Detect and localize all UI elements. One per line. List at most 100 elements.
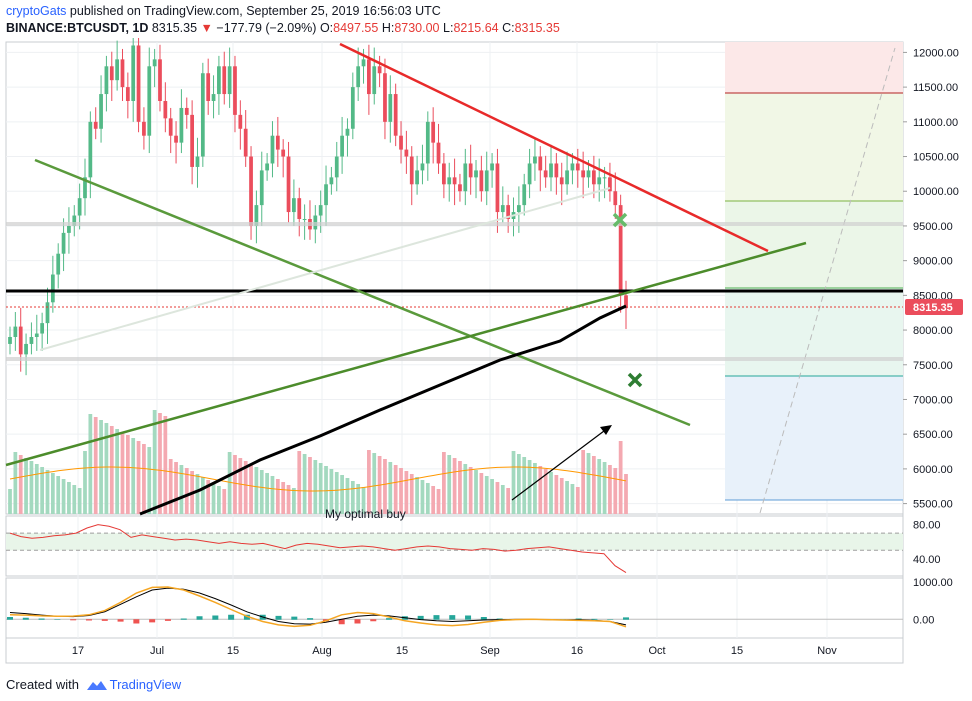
volume-bar	[350, 481, 355, 514]
close-value: 8315.35	[514, 21, 560, 35]
green-channel-line-lower	[5, 241, 807, 467]
price-chart[interactable]: 12000.00 11500.00 11000.00 10500.00 10000.00…	[0, 38, 972, 670]
macd-histogram-bar	[433, 615, 440, 620]
candle-body	[318, 205, 323, 216]
candle-body	[565, 170, 569, 185]
volume-bar	[104, 423, 109, 514]
volume-bar	[575, 487, 580, 514]
price-tick-label: 8000.00	[913, 325, 953, 337]
volume-bar	[452, 458, 457, 514]
candle-body	[29, 337, 34, 344]
candle-body	[527, 163, 532, 185]
author-name[interactable]: cryptoGats	[6, 4, 67, 18]
current-price-tag	[905, 299, 963, 315]
symbol-label: BINANCE:BTCUSDT, 1D	[6, 21, 149, 35]
green-channel-line-upper	[34, 158, 691, 427]
candle-body	[554, 163, 559, 178]
candle-body	[302, 219, 307, 220]
candle-body	[409, 156, 414, 185]
volume-bar	[163, 416, 168, 514]
macd-histogram-bar	[307, 618, 314, 620]
macd-histogram-bar	[417, 615, 424, 620]
volume-bar	[227, 452, 232, 514]
volume-bar	[168, 459, 173, 514]
rsi-line	[9, 524, 627, 574]
candle-body	[361, 59, 366, 67]
macd-histogram-bar	[54, 619, 61, 620]
volume-bar	[597, 459, 602, 514]
volume-bar	[292, 488, 296, 514]
signal-line	[9, 586, 627, 628]
candle-body	[206, 73, 211, 101]
volume-bar	[543, 469, 548, 514]
candle-body	[77, 198, 82, 216]
ohlc-line: BINANCE:BTCUSDT, 1D 8315.35 ▼ −177.79 (−…	[6, 21, 560, 35]
volume-bar	[383, 459, 387, 514]
descending-trend-line	[339, 42, 769, 253]
macd-pane	[6, 586, 903, 628]
volume-bar	[18, 455, 23, 514]
candle-body	[243, 128, 248, 157]
fib-zone	[725, 288, 903, 376]
volume-bar	[184, 468, 189, 514]
volume-bar	[147, 447, 152, 514]
candle-body	[597, 177, 602, 185]
candle-body	[516, 205, 521, 213]
faint-trend-line	[39, 187, 611, 351]
candle-body	[61, 232, 66, 254]
time-tick-label: Sep	[480, 645, 500, 657]
fibonacci-retracement[interactable]	[725, 42, 903, 514]
volume-bar	[88, 414, 93, 514]
target-marker-dark	[627, 372, 643, 388]
volume-bar	[109, 426, 114, 514]
candle-body	[45, 302, 50, 324]
tradingview-logo-icon	[86, 681, 107, 690]
candle-body	[190, 114, 194, 167]
volume-bar	[93, 417, 98, 514]
time-tick-label: Aug	[312, 645, 332, 657]
candle-body	[18, 326, 23, 355]
candle-body	[120, 59, 125, 88]
volume-bar	[115, 429, 120, 514]
candle-body	[40, 323, 45, 334]
macd-histogram-bar	[465, 615, 472, 620]
candle-body	[345, 128, 350, 136]
macd-histogram-bar	[164, 619, 171, 621]
volume-bar	[393, 465, 398, 514]
volume-bar	[516, 454, 521, 514]
open-label: O:	[319, 21, 334, 35]
volume-bar	[334, 472, 339, 514]
volume-bar	[211, 483, 216, 514]
candle-body	[468, 163, 473, 178]
volume-bar	[233, 455, 237, 514]
candle-body	[452, 177, 457, 185]
price-tick-label: 10500.00	[913, 152, 959, 164]
volume-bar	[67, 482, 71, 514]
rsi-band	[6, 533, 903, 551]
current-price-label: 8315.35	[913, 302, 953, 314]
candle-body	[163, 101, 168, 119]
volume-bar	[340, 475, 344, 514]
annotation-label[interactable]: My optimal buy	[325, 507, 406, 521]
candle-body	[543, 170, 548, 178]
candle-body	[602, 177, 607, 179]
publication-line: cryptoGats published on TradingView.com,…	[6, 4, 441, 18]
macd-histogram-bar	[291, 616, 298, 620]
macd-histogram-bar	[7, 617, 13, 620]
candle-body	[490, 163, 494, 171]
volume-bar	[608, 465, 612, 514]
time-tick-label: 16	[571, 645, 583, 657]
candle-body	[495, 163, 500, 213]
trend-lines[interactable]	[5, 42, 903, 516]
change-value: −177.79 (−2.09%)	[216, 21, 317, 35]
candle-body	[174, 135, 178, 143]
candle-body	[8, 337, 12, 344]
volume-bar	[447, 455, 452, 514]
candle-body	[559, 177, 564, 185]
volume-bar	[324, 466, 328, 514]
tradingview-link[interactable]: TradingView	[109, 677, 182, 692]
volume-bar	[40, 467, 45, 514]
volume-bar	[179, 465, 184, 514]
published-text: published on TradingView.com, September …	[69, 4, 441, 18]
rsi-pane	[6, 524, 903, 574]
